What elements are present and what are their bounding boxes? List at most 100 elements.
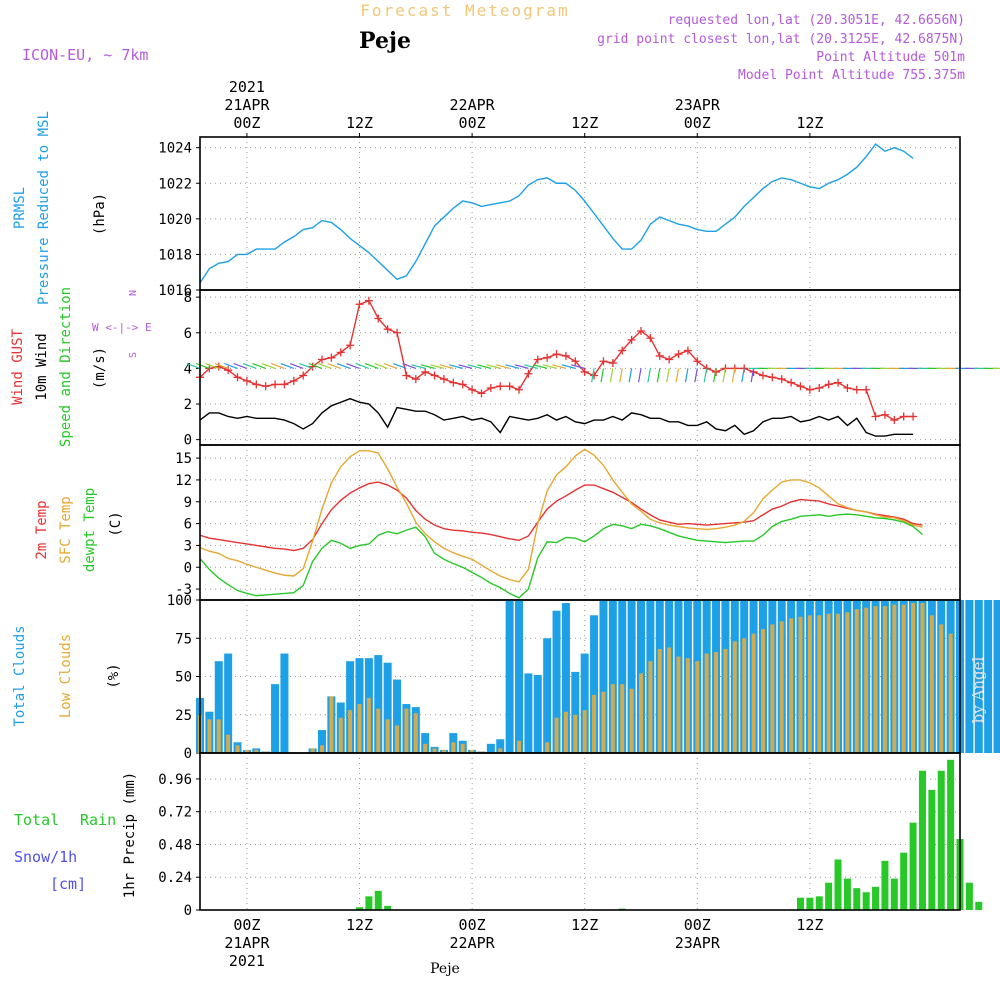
low-cloud-bar [864, 607, 869, 753]
gust-marker [242, 376, 251, 385]
low-cloud-bar [610, 684, 615, 753]
low-cloud-bar [573, 714, 578, 753]
rain-bar [928, 789, 936, 910]
gust-marker [590, 371, 599, 380]
total-cloud-bar [486, 743, 495, 753]
top-time-label: 23APR [675, 96, 721, 114]
wind-direction-arrow [703, 368, 708, 383]
low-cloud-bar [404, 708, 409, 753]
wind-direction-arrow [741, 368, 745, 383]
pressure-frame [199, 136, 961, 291]
rain-bar [881, 860, 889, 910]
low-cloud-bar [376, 708, 381, 753]
top-time-label: 00Z [459, 114, 486, 132]
low-cloud-bar [798, 616, 803, 753]
wind-direction-arrow [280, 363, 295, 369]
total-cloud-bar [317, 730, 326, 753]
pressure-labels: PRMSL Pressure Reduced to MSL (hPa) [12, 111, 108, 305]
low-cloud-bar [873, 606, 878, 753]
cloud-ytick-label: 75 [175, 631, 192, 647]
wind-direction-arrow [505, 364, 520, 369]
low-cloud-bar [216, 719, 221, 753]
low-cloud-bar [207, 719, 212, 753]
gust-marker [468, 385, 477, 394]
precip-ytick-label: 0.72 [158, 805, 192, 821]
model-altitude: Model Point Altitude 755.375m [738, 68, 965, 83]
low-cloud-bar [563, 711, 568, 753]
low-cloud-bar [714, 652, 719, 753]
wind-direction-arrow [439, 364, 454, 369]
wind-direction-arrow [628, 368, 633, 383]
rain-bar [374, 890, 382, 910]
cloud-ytick-label: 50 [175, 670, 192, 686]
low-cloud-bar [807, 615, 812, 753]
gust-marker [636, 326, 645, 335]
low-cloud-bar [460, 743, 465, 753]
low-cloud-bar [685, 658, 690, 753]
model-label: ICON-EU, ~ 7km [22, 46, 148, 64]
2m-temp-line [199, 481, 923, 552]
total-cloud-bar [590, 615, 599, 753]
wind-direction-arrow [383, 363, 398, 369]
ms-unit-label: (m/s) [92, 347, 108, 389]
gust-marker [852, 385, 861, 394]
low-cloud-bar [629, 688, 634, 753]
gust-marker [393, 328, 402, 337]
low-cloud-bar [723, 648, 728, 753]
gust-marker [402, 371, 411, 380]
gust-marker [458, 380, 467, 389]
gust-marker [608, 359, 617, 368]
footer-location: Peje [430, 961, 460, 977]
low-cloud-bar [366, 697, 371, 753]
rain-bar [890, 878, 898, 910]
gust-marker [777, 375, 786, 384]
temp-ytick-label: 9 [184, 495, 192, 511]
wind-direction-arrow [346, 363, 360, 369]
rain-bar [834, 859, 842, 910]
low-cloud-bar [470, 749, 475, 753]
gust-marker [834, 378, 843, 387]
gust-marker [205, 364, 214, 373]
wind-direction-arrow [495, 364, 510, 369]
low-cloud-bar [620, 684, 625, 753]
precip-ytick-label: 0.48 [158, 837, 192, 853]
low-cloud-bar [836, 613, 841, 753]
top-time-label: 00Z [233, 114, 260, 132]
gust-marker [224, 366, 233, 375]
low-clouds-label: Low Clouds [58, 634, 74, 718]
low-cloud-bar [939, 624, 944, 753]
gust-marker [871, 412, 880, 421]
wind-ytick-label: 0 [184, 433, 192, 449]
total-cloud-bar [383, 662, 392, 753]
wind-direction-arrow [271, 363, 285, 369]
gust-marker [758, 371, 767, 380]
rain-bar [365, 896, 373, 910]
wind-direction-arrow [393, 363, 407, 369]
gust-marker [552, 350, 561, 359]
wind-ytick-label: 6 [184, 326, 192, 342]
dewpt-temp-line [199, 513, 923, 599]
gust-marker [496, 382, 505, 391]
temp-frame [199, 444, 961, 601]
gust-marker [787, 378, 796, 387]
wind-direction-arrow [467, 364, 482, 369]
wind-direction-arrow [252, 363, 266, 369]
wind-direction-arrow [308, 363, 323, 369]
wind-direction-arrow [591, 368, 595, 383]
prmsl-label: PRMSL [12, 187, 28, 229]
low-cloud-bar [760, 629, 765, 753]
wind-direction-arrow [364, 363, 379, 369]
total-cloud-bar [496, 739, 505, 753]
gust-marker [336, 348, 345, 357]
gust-marker [909, 412, 918, 421]
wind-direction-arrow [430, 364, 445, 369]
gust-marker [674, 350, 683, 359]
wind-direction-arrow [299, 363, 313, 369]
gust-marker [599, 357, 608, 366]
low-cloud-bar [244, 749, 249, 753]
low-cloud-bar [854, 609, 859, 753]
gust-marker [299, 371, 308, 380]
gust-marker [890, 416, 899, 425]
